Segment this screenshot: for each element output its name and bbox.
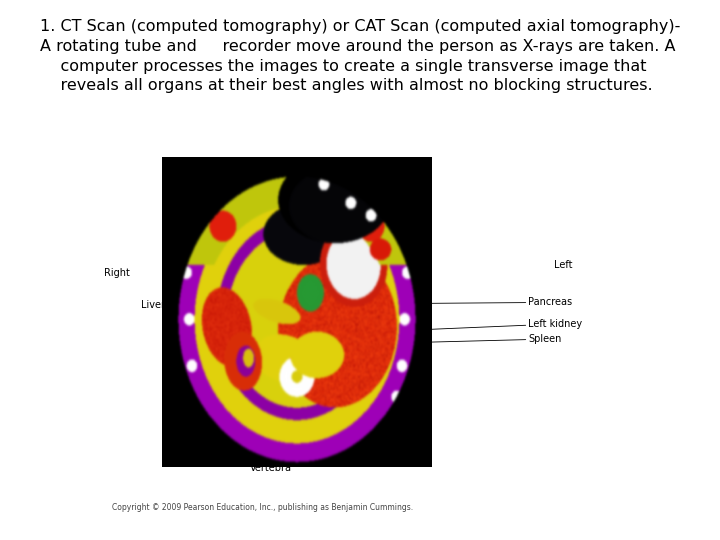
- Text: Liver: Liver: [141, 300, 186, 310]
- Text: Left: Left: [554, 260, 573, 269]
- Text: Spleen: Spleen: [400, 334, 562, 344]
- Text: Right: Right: [104, 268, 130, 278]
- Text: Copyright © 2009 Pearson Education, Inc., publishing as Benjamin Cummings.: Copyright © 2009 Pearson Education, Inc.…: [112, 503, 413, 512]
- Text: Vertebra: Vertebra: [250, 424, 292, 473]
- Text: Left kidney: Left kidney: [403, 319, 582, 330]
- Text: Pancreas: Pancreas: [410, 298, 572, 307]
- Text: 1. CT Scan (computed tomography) or CAT Scan (computed axial tomography)-
A rota: 1. CT Scan (computed tomography) or CAT …: [40, 19, 680, 93]
